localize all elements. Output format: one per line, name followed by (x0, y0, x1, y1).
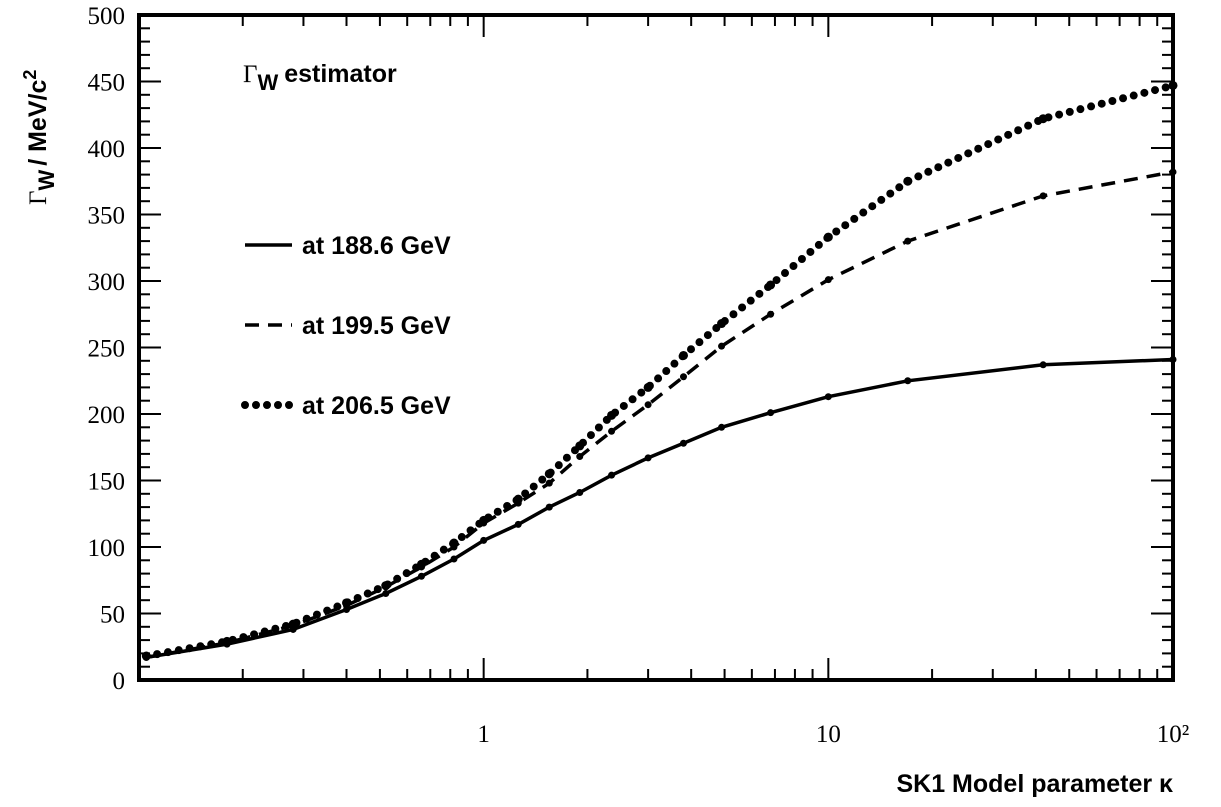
data-point (644, 401, 652, 409)
data-point (342, 598, 352, 608)
data-point (904, 377, 912, 385)
y-label-sup: 2 (20, 70, 40, 80)
data-point (678, 350, 688, 360)
data-point (644, 454, 652, 462)
y-tick-label: 250 (88, 336, 126, 363)
data-point (824, 276, 832, 284)
data-point (545, 479, 553, 487)
data-point (766, 280, 776, 290)
data-point (767, 409, 775, 417)
y-tick-label: 450 (88, 70, 126, 97)
data-point (903, 176, 913, 186)
data-point (643, 382, 653, 392)
data-point (824, 393, 832, 401)
y-tick-label: 50 (100, 602, 125, 629)
y-label-text: / MeV/c (24, 80, 52, 166)
data-point (382, 590, 390, 598)
data-point (717, 319, 727, 329)
data-point (1169, 168, 1177, 176)
y-tick-label: 500 (88, 3, 126, 30)
data-point (607, 410, 617, 420)
data-point (450, 555, 458, 563)
data-point (767, 310, 775, 318)
y-tick-label: 350 (88, 203, 126, 230)
data-point (608, 427, 616, 435)
annotation: ΓW estimator (243, 60, 397, 95)
data-point (222, 636, 232, 646)
series-line (145, 170, 1174, 660)
data-point (545, 503, 553, 511)
data-point (449, 538, 459, 548)
data-point (480, 536, 488, 544)
annotation-symbol: Γ (243, 61, 257, 88)
x-tick-label: 10 (816, 721, 841, 748)
data-point (575, 441, 585, 451)
data-point (288, 619, 298, 629)
data-point (417, 572, 425, 580)
data-point (1039, 192, 1047, 200)
data-point (514, 520, 522, 528)
data-point (513, 494, 523, 504)
y-label-symbol: Γ (25, 191, 52, 205)
y-tick-label: 0 (113, 668, 126, 695)
data-point (141, 651, 151, 661)
data-point (718, 342, 726, 350)
data-point (904, 237, 912, 245)
data-point (679, 373, 687, 381)
data-point (576, 488, 584, 496)
data-point (823, 232, 833, 242)
x-tick-label: 1 (477, 721, 490, 748)
data-point (1169, 355, 1177, 363)
x-axis-label: SK1 Model parameter κ (896, 770, 1173, 798)
data-point (679, 439, 687, 447)
data-point (1168, 80, 1178, 90)
data-point (416, 559, 426, 569)
data-point (576, 453, 584, 461)
annotation-text: estimator (284, 60, 397, 88)
x-tick-label: 10² (1157, 721, 1190, 748)
data-point (718, 423, 726, 431)
y-tick-label: 200 (88, 402, 126, 429)
data-point (1039, 361, 1047, 369)
data-point (608, 471, 616, 479)
plot-frame (137, 13, 1175, 682)
annotation-sub: W (257, 70, 278, 95)
data-point (479, 515, 489, 525)
y-axis-label: ΓW / MeV/c2 (20, 70, 59, 205)
series-line (142, 81, 1177, 661)
y-label-sub: W (34, 170, 59, 191)
y-tick-label: 150 (88, 469, 126, 496)
data-point (381, 581, 391, 591)
data-point (1038, 114, 1048, 124)
series-line (146, 357, 1174, 660)
legend-label: at 188.6 GeV (302, 232, 451, 260)
y-tick-label: 100 (88, 535, 126, 562)
legend-label: at 206.5 GeV (302, 392, 451, 420)
legend-label: at 199.5 GeV (302, 312, 451, 340)
y-tick-label: 400 (88, 136, 126, 163)
y-tick-label: 300 (88, 269, 126, 296)
data-point (544, 469, 554, 479)
